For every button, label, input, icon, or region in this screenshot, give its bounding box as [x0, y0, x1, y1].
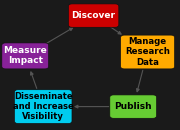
Text: Publish: Publish	[114, 102, 152, 111]
Text: Manage
Research
Data: Manage Research Data	[125, 37, 170, 67]
Text: Measure
Impact: Measure Impact	[3, 46, 47, 65]
FancyBboxPatch shape	[121, 35, 175, 69]
Text: Disseminate
and Increase
Visibility: Disseminate and Increase Visibility	[13, 92, 74, 121]
FancyBboxPatch shape	[2, 43, 49, 69]
FancyBboxPatch shape	[68, 4, 119, 27]
FancyBboxPatch shape	[110, 95, 157, 118]
Text: Discover: Discover	[72, 11, 116, 20]
FancyBboxPatch shape	[14, 90, 72, 124]
